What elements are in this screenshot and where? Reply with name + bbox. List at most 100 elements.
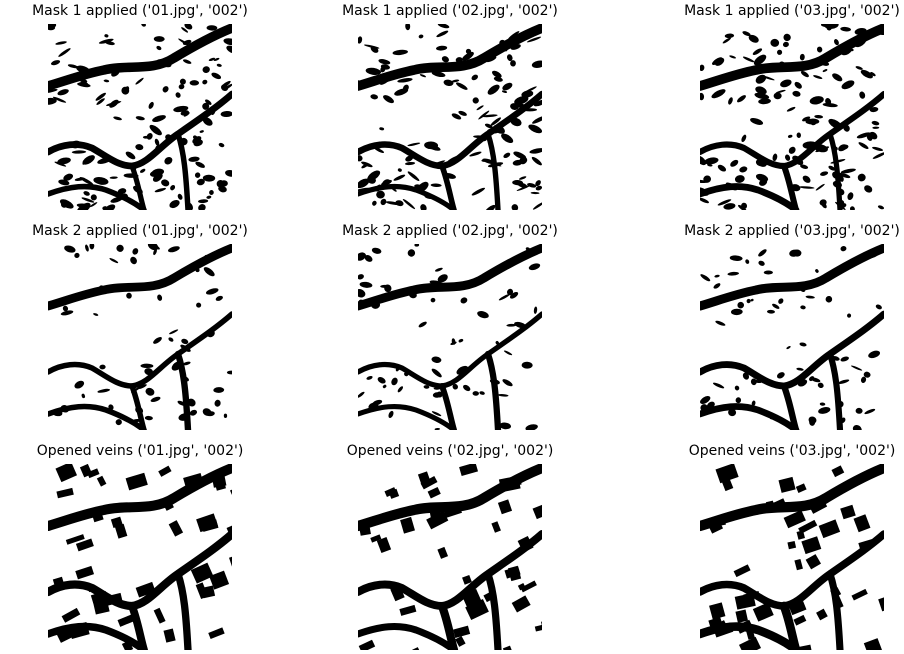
- vein-block: [532, 502, 542, 520]
- vein-speck: [96, 98, 105, 105]
- vein-speck: [98, 285, 104, 290]
- vein-speck: [463, 384, 471, 392]
- vein-speck: [188, 156, 200, 162]
- vein-block: [412, 647, 421, 650]
- vein-speck: [506, 54, 513, 62]
- vein-speck: [521, 90, 534, 98]
- vein-speck: [206, 411, 215, 417]
- vein-speck: [431, 411, 442, 417]
- vein-speck: [512, 159, 523, 166]
- vein-speck: [503, 350, 513, 356]
- vein-speck: [738, 204, 747, 210]
- vein-speck: [503, 152, 511, 158]
- vein-speck: [741, 134, 747, 142]
- vein-speck: [90, 194, 97, 201]
- vein-speck: [790, 184, 801, 192]
- vein-speck: [533, 306, 538, 314]
- vein-speck: [55, 41, 67, 45]
- vein-speck: [713, 283, 721, 289]
- vein-speck: [95, 92, 106, 101]
- vein-block: [774, 498, 786, 508]
- vein-stroke: [779, 601, 801, 650]
- vein-speck: [473, 135, 484, 139]
- vein-speck: [746, 298, 751, 304]
- vein-speck: [510, 60, 516, 67]
- vein-speck: [70, 140, 81, 149]
- vein-speck: [371, 247, 382, 254]
- vein-block: [830, 586, 842, 598]
- vein-speck: [754, 92, 770, 100]
- vein-speck: [378, 59, 391, 65]
- vein-speck: [860, 69, 873, 79]
- vein-speck: [819, 402, 826, 406]
- vein-speck: [758, 159, 768, 167]
- vein-speck: [78, 81, 89, 86]
- vein-speck: [864, 185, 873, 193]
- vein-speck: [98, 38, 114, 44]
- vein-speck: [214, 399, 221, 407]
- vein-block: [736, 619, 753, 634]
- vein-stroke: [484, 350, 502, 430]
- vein-stroke: [700, 403, 800, 430]
- vein-speck: [141, 24, 146, 27]
- vein-speck: [792, 155, 804, 166]
- vein-speck: [821, 24, 837, 28]
- vein-speck: [152, 115, 166, 122]
- vein-speck: [168, 246, 180, 253]
- vein-speck: [365, 67, 382, 76]
- vein-stroke: [48, 311, 232, 389]
- vein-speck: [734, 385, 740, 391]
- vein-speck: [441, 56, 449, 63]
- vein-speck: [872, 146, 884, 151]
- vein-speck: [818, 407, 831, 414]
- vein-speck: [763, 270, 773, 275]
- vein-block: [104, 592, 123, 606]
- vein-speck: [510, 117, 522, 127]
- vein-speck: [187, 398, 196, 407]
- vein-block: [801, 536, 822, 555]
- vein-speck: [74, 380, 85, 389]
- vein-speck: [802, 141, 819, 150]
- vein-speck: [202, 102, 210, 110]
- vein-speck: [188, 202, 193, 210]
- vein-speck: [189, 80, 200, 86]
- vein-speck: [499, 422, 512, 430]
- vein-speck: [482, 158, 496, 165]
- vein-speck: [737, 301, 745, 309]
- vein-speck: [840, 417, 846, 423]
- vein-pattern: [48, 464, 232, 650]
- vein-speck: [810, 377, 821, 383]
- vein-speck: [202, 79, 208, 85]
- vein-speck: [409, 291, 417, 299]
- vein-speck: [815, 183, 825, 191]
- vein-speck: [828, 118, 843, 130]
- vein-speck: [432, 392, 442, 398]
- vein-speck: [809, 418, 816, 426]
- vein-speck: [700, 197, 709, 204]
- vein-block: [56, 625, 77, 643]
- vein-block: [117, 612, 139, 627]
- vein-speck: [154, 187, 167, 193]
- vein-block: [226, 520, 232, 535]
- vein-stroke: [175, 131, 191, 210]
- vein-speck: [435, 45, 448, 51]
- vein-block: [92, 514, 104, 523]
- vein-speck: [373, 142, 384, 150]
- vein-speck: [394, 88, 409, 96]
- vein-speck: [855, 407, 863, 414]
- vein-speck: [153, 336, 162, 344]
- vein-stroke: [439, 383, 457, 430]
- vein-speck: [367, 176, 376, 184]
- vein-speck: [825, 97, 832, 106]
- vein-speck: [213, 57, 220, 61]
- vein-pattern: [358, 244, 542, 430]
- vein-speck: [48, 89, 58, 94]
- vein-speck: [472, 97, 479, 104]
- vein-speck: [133, 185, 143, 194]
- vein-speck: [836, 47, 842, 55]
- vein-speck: [404, 161, 416, 166]
- vein-speck: [817, 382, 824, 389]
- vein-speck: [840, 168, 856, 174]
- vein-speck: [714, 274, 720, 278]
- vein-speck: [809, 96, 824, 105]
